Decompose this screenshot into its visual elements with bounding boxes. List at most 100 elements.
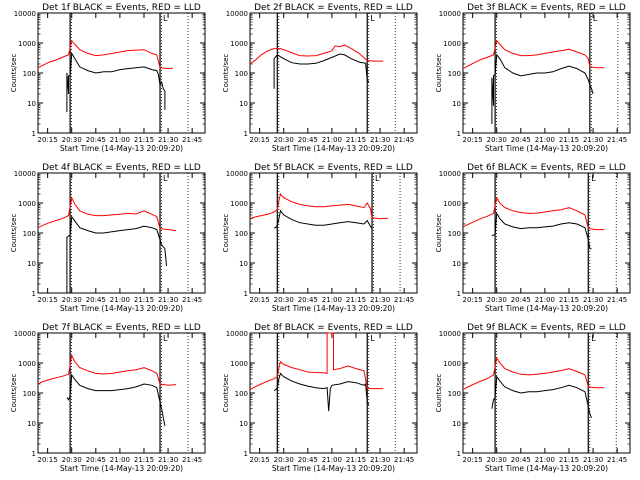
x-axis-label: Start Time (14-May-13 20:09:20)	[272, 144, 395, 153]
x-tick-label: 21:45	[182, 456, 202, 464]
y-tick-label: 1000	[443, 40, 461, 48]
plot-frame	[37, 332, 206, 454]
chart-title: Det 9f BLACK = Events, RED = LLD	[467, 323, 626, 333]
x-axis-label: Start Time (14-May-13 20:09:20)	[60, 304, 183, 313]
x-tick-label: 20:15	[250, 296, 270, 304]
marker-label: L	[163, 14, 168, 23]
events-series-line	[66, 215, 167, 293]
x-tick-label: 21:30	[370, 456, 390, 464]
marker-label: L	[591, 174, 596, 183]
y-tick-label: 10000	[226, 170, 248, 178]
chart-title: Det 8f BLACK = Events, RED = LLD	[254, 323, 413, 333]
lld-series-line	[249, 44, 384, 65]
x-tick-label: 21:15	[346, 136, 366, 144]
y-tick-label: 100	[23, 230, 36, 238]
x-tick-label: 20:15	[38, 456, 58, 464]
y-tick-label: 1	[457, 130, 461, 138]
y-tick-label: 10000	[226, 10, 248, 18]
x-tick-label: 20:15	[250, 456, 270, 464]
y-tick-label: 100	[235, 390, 248, 398]
events-series-line	[491, 375, 592, 418]
y-tick-label: 10000	[14, 10, 36, 18]
events-series-line	[273, 372, 370, 412]
x-tick-label: 21:00	[110, 456, 130, 464]
y-tick-label: 1	[244, 450, 248, 458]
y-tick-label: 10	[27, 260, 36, 268]
y-tick-label: 1000	[18, 200, 36, 208]
lld-series-line	[37, 353, 177, 386]
y-tick-label: 10	[452, 260, 461, 268]
x-axis-label: Start Time (14-May-13 20:09:20)	[60, 464, 183, 473]
y-tick-label: 10000	[439, 10, 461, 18]
chart-panel: Det 9f BLACK = Events, RED = LLD 1 10 100 10…	[435, 323, 631, 473]
y-tick-label: 10000	[14, 330, 36, 338]
x-tick-label: 20:45	[511, 296, 531, 304]
x-tick-label: 20:30	[62, 136, 82, 144]
x-axis-label: Start Time (14-May-13 20:09:20)	[272, 464, 395, 473]
y-tick-label: 10	[239, 100, 248, 108]
x-tick-label: 20:30	[62, 296, 82, 304]
x-tick-label: 20:30	[487, 296, 507, 304]
y-tick-label: 1	[457, 290, 461, 298]
x-tick-label: 20:15	[463, 136, 483, 144]
plot-frame	[37, 12, 206, 134]
y-axis-label: Counts/sec	[222, 374, 230, 413]
events-series-line	[491, 53, 594, 124]
x-tick-label: 20:15	[463, 456, 483, 464]
events-series-line	[273, 53, 370, 89]
lld-series-line	[462, 356, 605, 391]
x-tick-label: 21:30	[158, 296, 178, 304]
x-tick-label: 20:45	[86, 136, 106, 144]
y-tick-label: 10	[239, 260, 248, 268]
chart-title: Det 1f BLACK = Events, RED = LLD	[42, 3, 201, 13]
events-series-line	[274, 209, 373, 229]
chart-title: Det 3f BLACK = Events, RED = LLD	[467, 3, 626, 13]
x-tick-label: 20:45	[511, 136, 531, 144]
x-tick-label: 21:15	[134, 136, 154, 144]
y-tick-label: 10000	[226, 330, 248, 338]
y-axis-label: Counts/sec	[435, 54, 443, 93]
x-tick-label: 21:45	[182, 136, 202, 144]
y-tick-label: 1	[457, 450, 461, 458]
y-axis-label: Counts/sec	[435, 214, 443, 253]
x-tick-label: 21:30	[583, 296, 603, 304]
x-tick-label: 21:30	[158, 456, 178, 464]
x-tick-label: 20:45	[511, 456, 531, 464]
x-tick-label: 20:45	[298, 136, 318, 144]
y-tick-label: 10000	[14, 170, 36, 178]
y-tick-label: 10	[27, 420, 36, 428]
x-tick-label: 20:45	[86, 296, 106, 304]
chart-panel: Det 8f BLACK = Events, RED = LLD 1 10 100 10…	[222, 323, 418, 473]
y-axis-label: Counts/sec	[435, 374, 443, 413]
lld-series-line	[462, 196, 605, 231]
plot-frame	[249, 172, 418, 294]
x-tick-label: 21:00	[322, 136, 342, 144]
marker-label: L	[370, 334, 375, 343]
x-tick-label: 21:15	[559, 456, 579, 464]
marker-label: L	[375, 174, 380, 183]
y-tick-label: 100	[235, 70, 248, 78]
y-tick-label: 10	[239, 420, 248, 428]
x-tick-label: 20:30	[487, 456, 507, 464]
y-tick-label: 1000	[230, 360, 248, 368]
marker-label: L	[163, 174, 168, 183]
y-axis-label: Counts/sec	[10, 54, 18, 93]
y-tick-label: 100	[448, 390, 461, 398]
y-tick-label: 10	[452, 100, 461, 108]
x-tick-label: 20:15	[250, 136, 270, 144]
y-tick-label: 1	[32, 450, 36, 458]
x-tick-label: 21:15	[134, 456, 154, 464]
y-tick-label: 100	[448, 230, 461, 238]
chart-title: Det 2f BLACK = Events, RED = LLD	[254, 3, 413, 13]
x-tick-label: 21:30	[583, 136, 603, 144]
events-series-line	[66, 51, 166, 112]
x-axis-label: Start Time (14-May-13 20:09:20)	[485, 304, 608, 313]
x-tick-label: 21:15	[559, 296, 579, 304]
y-axis-label: Counts/sec	[10, 374, 18, 413]
lld-series-line	[462, 39, 605, 70]
plot-frame	[249, 12, 418, 134]
chart-panel: Det 3f BLACK = Events, RED = LLD 1 10 100 10…	[435, 3, 631, 153]
lld-series-line	[249, 192, 389, 220]
